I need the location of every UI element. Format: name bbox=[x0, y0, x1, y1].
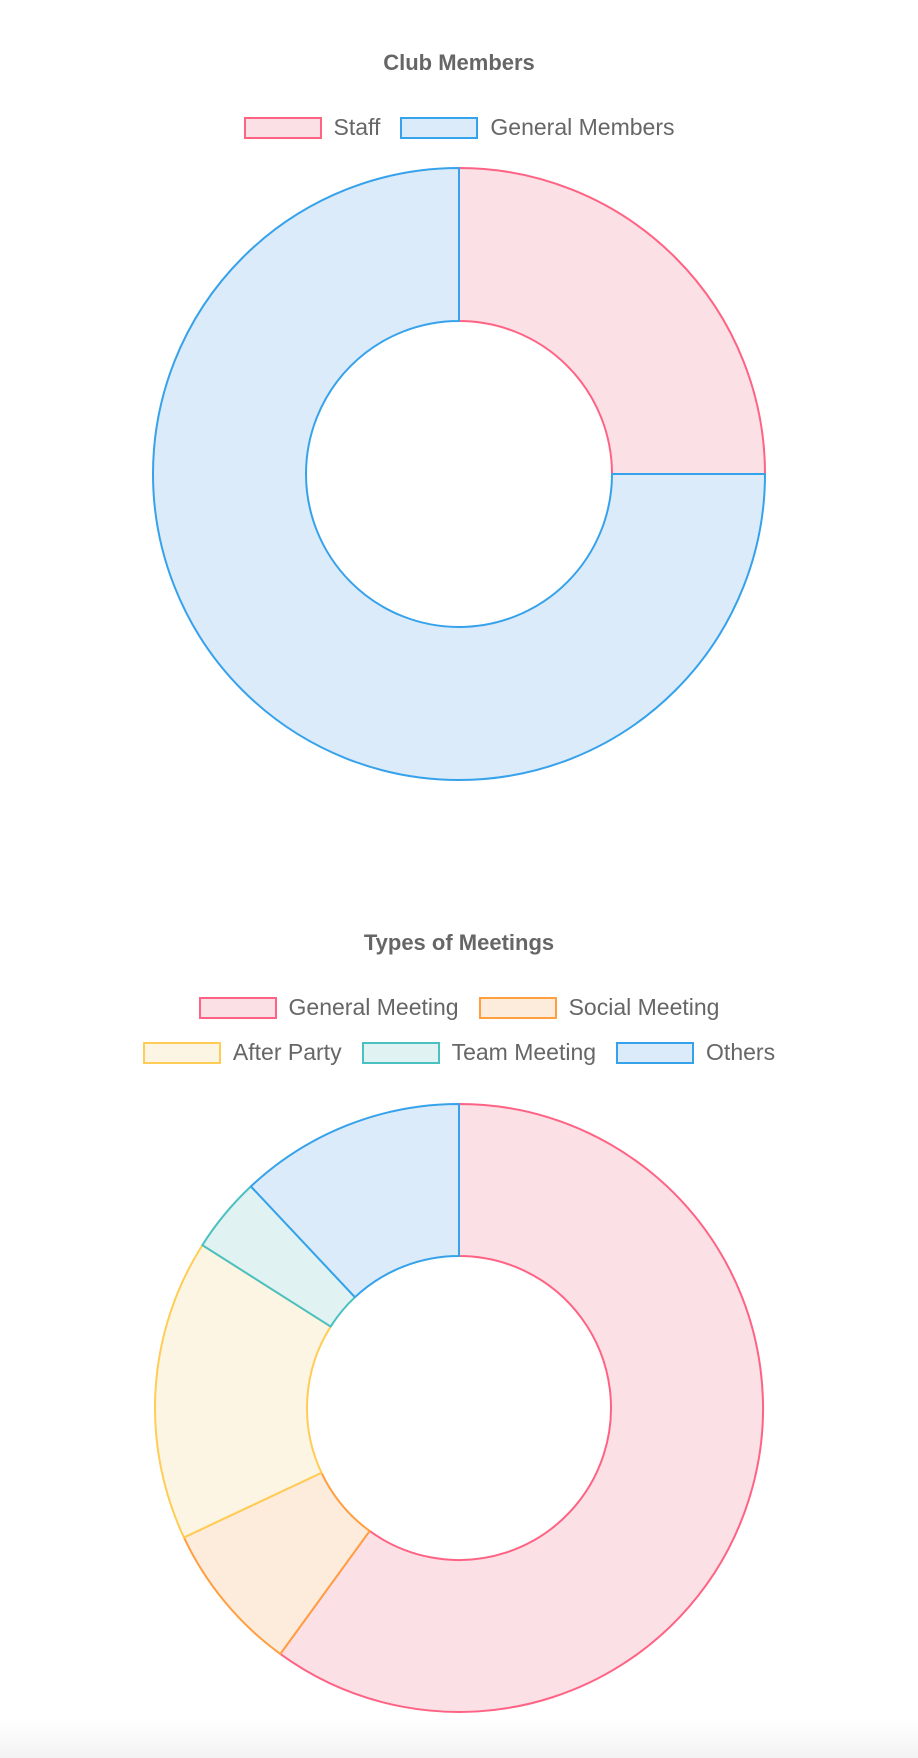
legend-swatch bbox=[616, 1041, 695, 1064]
legend-swatch bbox=[478, 996, 557, 1019]
legend-label: After Party bbox=[232, 1039, 342, 1065]
slice-staff[interactable] bbox=[458, 167, 766, 475]
legend-swatch bbox=[198, 996, 277, 1019]
page-footer-shade bbox=[0, 1718, 918, 1758]
donut-chart bbox=[152, 167, 766, 781]
slice-after-party[interactable] bbox=[154, 1244, 332, 1539]
legend-item-social-meeting[interactable]: Social Meeting bbox=[478, 994, 720, 1021]
slice-general-meeting[interactable] bbox=[279, 1103, 764, 1713]
legend-label: Social Meeting bbox=[568, 994, 720, 1020]
legend: Staff General Members bbox=[0, 114, 918, 141]
chart-title: Club Members bbox=[383, 50, 535, 75]
legend-label: Staff bbox=[333, 114, 381, 140]
legend-label: General Meeting bbox=[288, 994, 459, 1020]
legend-label: Team Meeting bbox=[451, 1039, 597, 1065]
legend-row: Staff General Members bbox=[243, 114, 674, 141]
legend-item-team-meeting[interactable]: Team Meeting bbox=[361, 1039, 597, 1066]
slice-general-members[interactable] bbox=[152, 167, 766, 781]
legend-swatch bbox=[243, 116, 322, 139]
legend-item-others[interactable]: Others bbox=[616, 1039, 775, 1066]
types-of-meetings-chart: Types of Meetings General Meeting Social… bbox=[0, 880, 918, 1758]
legend-item-general-meeting[interactable]: General Meeting bbox=[198, 994, 459, 1021]
chart-title: Types of Meetings bbox=[363, 930, 555, 955]
legend-item-staff[interactable]: Staff bbox=[243, 114, 381, 141]
legend-swatch bbox=[142, 1041, 221, 1064]
legend-label: General Members bbox=[490, 114, 675, 140]
legend-swatch bbox=[400, 116, 479, 139]
slice-others[interactable] bbox=[249, 1103, 460, 1299]
legend-row: After Party Team Meeting Others bbox=[142, 1039, 775, 1066]
legend-row: General Meeting Social Meeting bbox=[198, 994, 720, 1021]
legend-label: Others bbox=[706, 1039, 776, 1065]
legend-item-general-members[interactable]: General Members bbox=[400, 114, 674, 141]
club-members-chart: Club Members Staff General Members bbox=[0, 0, 918, 820]
legend-swatch bbox=[361, 1041, 440, 1064]
legend-item-after-party[interactable]: After Party bbox=[142, 1039, 342, 1066]
donut-chart bbox=[154, 1103, 764, 1713]
legend: General Meeting Social Meeting After Par… bbox=[0, 994, 918, 1066]
